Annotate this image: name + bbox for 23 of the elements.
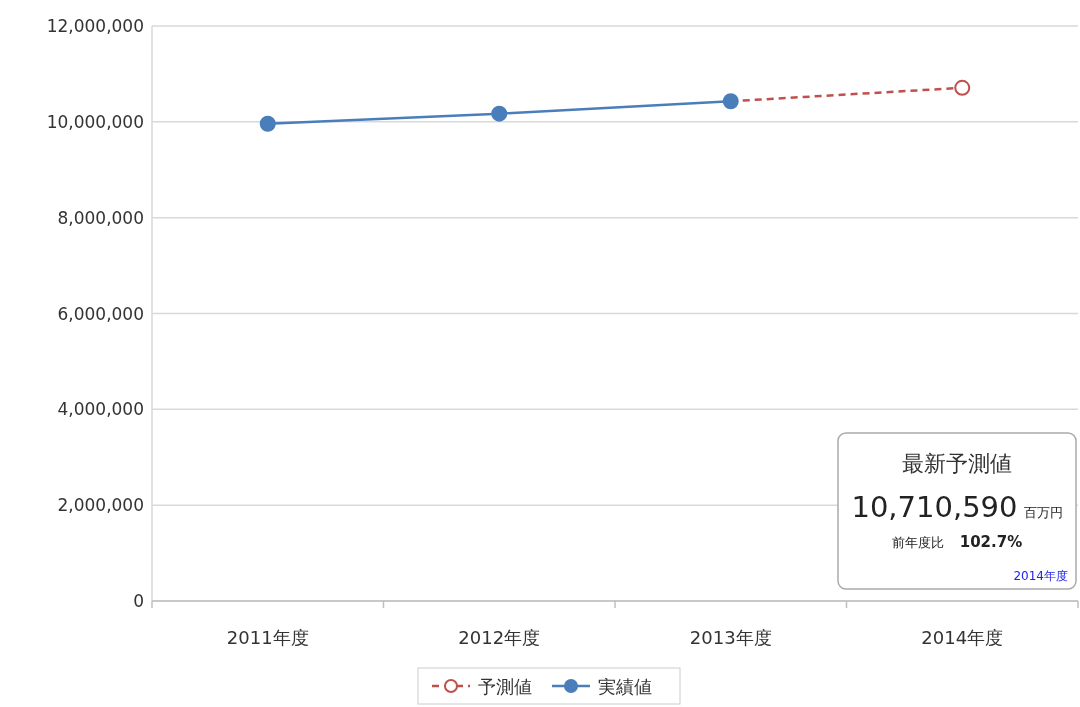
x-tick-label: 2014年度 bbox=[921, 627, 1004, 648]
y-tick-label: 2,000,000 bbox=[57, 495, 144, 516]
x-tick-label: 2013年度 bbox=[689, 627, 772, 648]
annotation: 2014年度 bbox=[1013, 569, 1068, 583]
annotation: 10,710,590 bbox=[851, 490, 1018, 524]
annotation: 前年度比 bbox=[891, 535, 944, 550]
annotation: 102.7% bbox=[959, 533, 1023, 551]
point bbox=[491, 105, 508, 122]
x-tick-label: 2011年度 bbox=[226, 627, 309, 648]
y-tick-label: 6,000,000 bbox=[57, 303, 144, 324]
legend-label: 予測値 bbox=[478, 676, 532, 697]
y-tick-label: 8,000,000 bbox=[57, 207, 144, 228]
point bbox=[722, 93, 739, 110]
y-tick-label: 0 bbox=[133, 591, 144, 611]
legend-label: 実績値 bbox=[598, 676, 652, 697]
point bbox=[954, 79, 971, 96]
y-tick-label: 4,000,000 bbox=[57, 399, 144, 420]
x-tick-label: 2012年度 bbox=[458, 627, 541, 648]
annotation: 百万円 bbox=[1023, 505, 1063, 520]
y-tick-label: 12,000,000 bbox=[46, 16, 144, 36]
annotation: 最新予測値 bbox=[902, 451, 1012, 476]
y-tick-label: 10,000,000 bbox=[46, 111, 144, 132]
point bbox=[259, 115, 276, 132]
